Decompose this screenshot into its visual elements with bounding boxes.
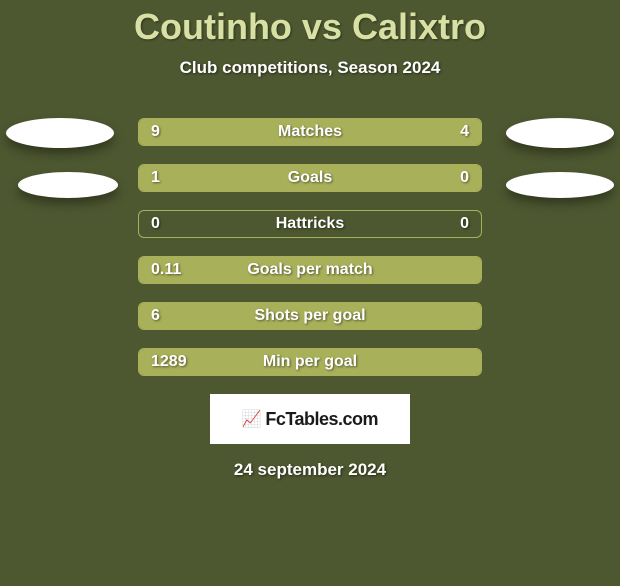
stat-row: 1289Min per goal [138,348,482,376]
stat-row: 0.11Goals per match [138,256,482,284]
avatar-placeholder [18,172,118,198]
stat-label: Goals per match [139,257,481,283]
stat-row: 9Matches4 [138,118,482,146]
stat-value-right: 4 [460,119,469,145]
avatar-placeholder [6,118,114,148]
stat-label: Min per goal [139,349,481,375]
stat-value-right: 0 [460,211,469,237]
avatar-placeholder [506,118,614,148]
stat-row: 6Shots per goal [138,302,482,330]
stat-label: Matches [139,119,481,145]
stat-label: Shots per goal [139,303,481,329]
comparison-chart: 9Matches41Goals00Hattricks00.11Goals per… [0,118,620,376]
stat-row: 0Hattricks0 [138,210,482,238]
avatar-placeholder [506,172,614,198]
stat-bars: 9Matches41Goals00Hattricks00.11Goals per… [138,118,482,376]
fctables-logo: 📈 FcTables.com [210,394,410,444]
page-title: Coutinho vs Calixtro [0,6,620,48]
stat-value-right: 0 [460,165,469,191]
chart-icon: 📈 [242,409,261,429]
stat-label: Goals [139,165,481,191]
stat-label: Hattricks [139,211,481,237]
stat-row: 1Goals0 [138,164,482,192]
logo-text: FcTables.com [265,409,378,430]
date-label: 24 september 2024 [0,460,620,480]
page-subtitle: Club competitions, Season 2024 [0,58,620,78]
